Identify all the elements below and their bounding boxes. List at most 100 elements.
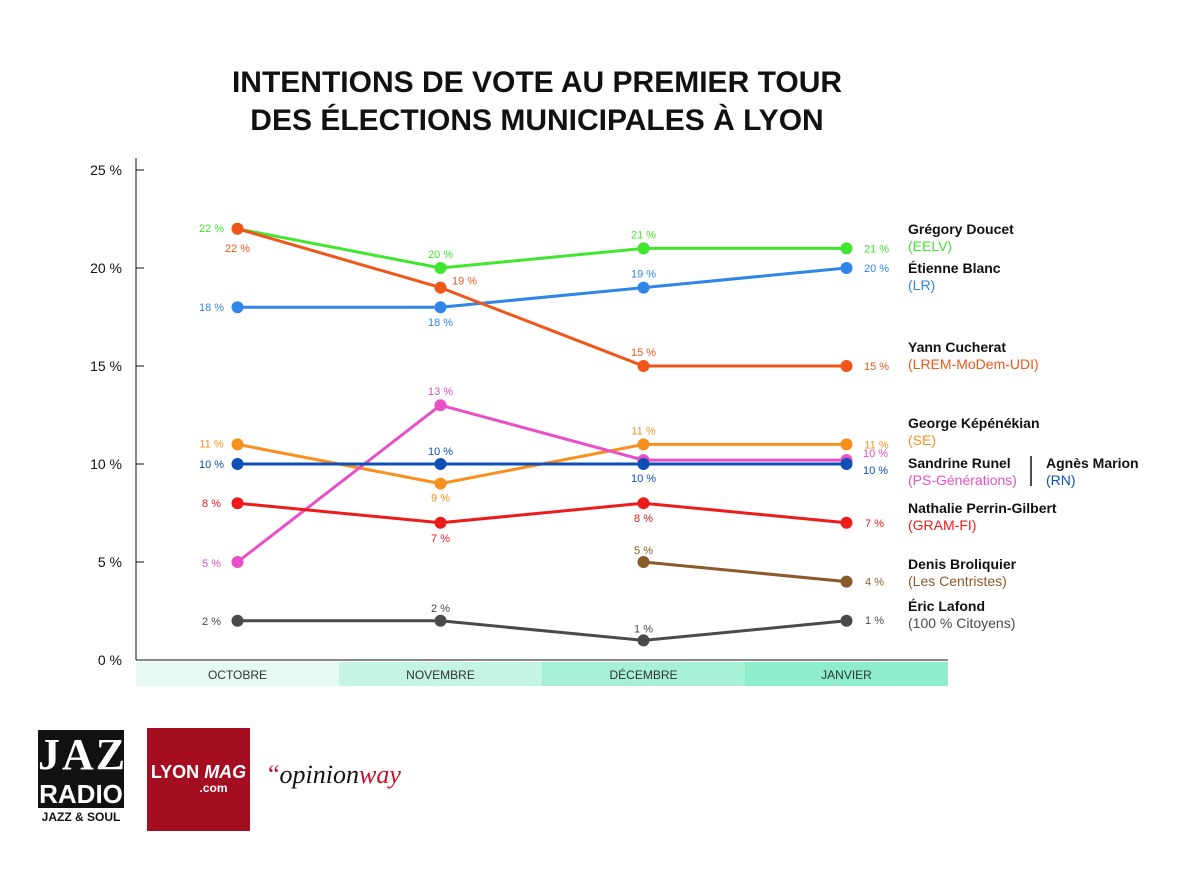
lyonmag-logo-com: .com <box>199 781 228 795</box>
data-point <box>840 614 853 627</box>
data-point <box>637 556 650 568</box>
data-label: 20 % <box>428 249 453 261</box>
data-labels: 22 % 20 % 21 % 21 % 18 % 18 % 19 % 20 % 22 % 19 %… <box>199 223 889 636</box>
month-band-cell <box>339 662 542 686</box>
data-label: 10 % <box>631 473 656 485</box>
legend-party: (Les Centristes) <box>908 573 1007 589</box>
data-point <box>231 497 244 510</box>
data-point <box>434 399 447 412</box>
data-point <box>434 301 447 314</box>
chart-title-line-1: INTENTIONS DE VOTE AU PREMIER TOUR <box>232 66 842 99</box>
data-point <box>231 614 244 627</box>
data-label: 8 % <box>634 513 653 525</box>
legend-candidate-name: George Képénékian <box>908 415 1040 431</box>
series-line <box>237 227 847 270</box>
month-band: OCTOBRE NOVEMBRE DÉCEMBRE JANVIER <box>136 662 948 686</box>
series-line <box>237 266 847 309</box>
data-label: 20 % <box>864 263 889 275</box>
opinionway-logo-opinion: opinion <box>279 760 359 789</box>
data-point <box>434 614 447 627</box>
series-line <box>237 501 847 525</box>
data-label: 22 % <box>199 223 224 235</box>
x-tick-label: NOVEMBRE <box>406 668 475 682</box>
data-point <box>637 634 650 647</box>
data-point <box>840 575 853 588</box>
legend-candidate-name: Éric Lafond <box>908 598 985 614</box>
data-label: 7 % <box>431 533 450 545</box>
legend-party: (PS-Générations) <box>908 472 1017 488</box>
data-point <box>840 262 853 274</box>
data-label: 5 % <box>634 545 653 557</box>
opinionway-logo: “opinionway <box>268 760 401 800</box>
series-line <box>237 227 847 368</box>
data-label: 15 % <box>864 361 889 373</box>
legend-party: (LREM-MoDem-UDI) <box>908 356 1039 372</box>
series-line <box>643 560 847 584</box>
series-line <box>236 403 847 564</box>
month-band-cell <box>542 662 745 686</box>
data-label: 1 % <box>634 623 653 635</box>
legend-party: (EELV) <box>908 238 952 254</box>
data-point <box>434 516 447 529</box>
legend-candidate-name: Yann Cucherat <box>908 339 1006 355</box>
data-label: 9 % <box>431 493 450 505</box>
data-point <box>231 222 244 235</box>
x-tick-label: JANVIER <box>821 668 872 682</box>
legend: Grégory Doucet(EELV) Étienne Blanc(LR) Yan… <box>908 221 1139 631</box>
lyonmag-logo-mag: MAG <box>204 762 247 782</box>
y-tick-label: 25 % <box>90 162 122 178</box>
data-point <box>637 497 650 510</box>
jazz-logo-word: JAZZ <box>38 730 159 780</box>
data-label: 7 % <box>865 518 884 530</box>
data-point <box>840 360 853 372</box>
data-point <box>434 458 447 470</box>
y-tick-label: 5 % <box>98 554 122 570</box>
y-tick-label: 20 % <box>90 260 122 276</box>
jazz-logo-tagline: JAZZ & SOUL <box>41 810 121 824</box>
opinionway-logo-quote: “ <box>268 760 280 789</box>
month-band-cell <box>136 662 339 686</box>
data-point <box>637 281 650 294</box>
data-label: 2 % <box>431 603 450 615</box>
month-band-cell <box>745 662 948 686</box>
data-label: 5 % <box>202 558 221 570</box>
data-label: 13 % <box>428 386 453 398</box>
x-tick-label: OCTOBRE <box>208 668 267 682</box>
data-label: 10 % <box>428 446 453 458</box>
data-label: 2 % <box>202 616 221 628</box>
legend-party: (100 % Citoyens) <box>908 615 1015 631</box>
series-line <box>237 619 847 642</box>
data-label: 11 % <box>199 438 223 450</box>
x-tick-label: DÉCEMBRE <box>609 667 677 682</box>
data-point <box>840 242 853 255</box>
lyonmag-logo-lyon: LYON <box>150 762 200 782</box>
data-label: 19 % <box>452 276 477 288</box>
legend-candidate-name: Étienne Blanc <box>908 260 1001 276</box>
data-label: 10 % <box>863 448 888 460</box>
y-tick-label: 15 % <box>90 358 122 374</box>
data-point <box>840 438 853 451</box>
data-label: 22 % <box>225 243 250 255</box>
chart-title-line-2: DES ÉLECTIONS MUNICIPALES À LYON <box>250 103 823 137</box>
data-label: 18 % <box>428 317 453 329</box>
data-label: 1 % <box>865 615 884 627</box>
data-point <box>840 458 853 470</box>
data-label: 18 % <box>199 302 224 314</box>
data-point <box>434 477 447 490</box>
data-point <box>637 360 650 372</box>
legend-party: (SE) <box>908 432 936 448</box>
y-tick-label: 10 % <box>90 456 122 472</box>
data-point <box>637 242 650 255</box>
data-label: 8 % <box>202 498 221 510</box>
data-label: 11 % <box>631 425 655 437</box>
lyon-mag-logo: LYON MAG .com <box>147 728 250 831</box>
axis-layer: 0 % 5 % 10 % 15 % 20 % 25 % <box>90 158 948 668</box>
legend-party: (RN) <box>1046 472 1076 488</box>
legend-candidate-name: Agnès Marion <box>1046 455 1139 471</box>
data-point <box>840 516 853 529</box>
data-label: 11 % <box>864 439 888 451</box>
data-point <box>637 438 650 451</box>
jazz-logo-radio: RADIO <box>38 779 124 809</box>
data-point <box>637 458 650 470</box>
